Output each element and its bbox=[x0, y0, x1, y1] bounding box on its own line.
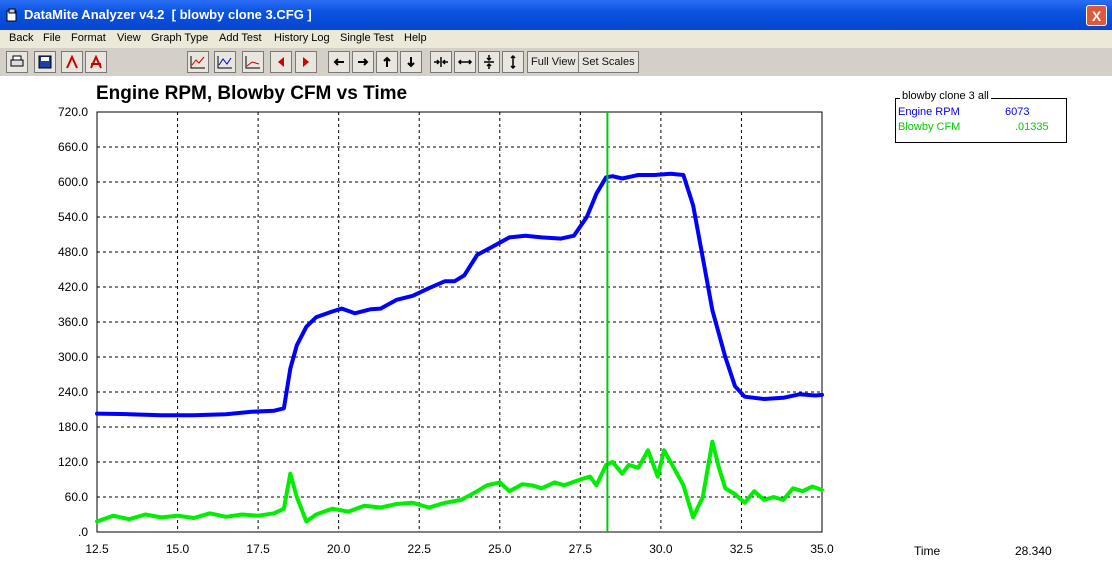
menu-graph-type[interactable]: Graph Type bbox=[151, 32, 209, 44]
legend-header: blowby clone 3 all bbox=[900, 90, 991, 102]
menu-single-test[interactable]: Single Test bbox=[340, 32, 394, 44]
menu-back[interactable]: Back bbox=[9, 32, 34, 44]
menu-view[interactable]: View bbox=[117, 32, 141, 44]
app-icon bbox=[6, 8, 17, 22]
compress-vertical-icon[interactable] bbox=[478, 51, 500, 73]
time-label: Time bbox=[914, 544, 941, 558]
arrow-right-icon[interactable] bbox=[352, 51, 374, 73]
scroll-right-icon[interactable] bbox=[295, 51, 317, 73]
legend-series-value: 6073 bbox=[1005, 106, 1030, 118]
menu-add-test[interactable]: Add Test bbox=[219, 32, 262, 44]
chart-title: Engine RPM, Blowby CFM vs Time bbox=[96, 83, 408, 104]
toolbar: Full View Set Scales bbox=[0, 48, 1112, 77]
menu-format[interactable]: Format bbox=[71, 32, 106, 44]
arrow-down-icon[interactable] bbox=[400, 51, 422, 73]
save-icon[interactable] bbox=[34, 51, 56, 73]
print-icon[interactable] bbox=[6, 51, 28, 73]
window-title: DataMite Analyzer v4.2 [ blowby clone 3.… bbox=[24, 7, 312, 22]
set-scales-button[interactable]: Set Scales bbox=[578, 51, 639, 73]
expand-vertical-icon[interactable] bbox=[502, 51, 524, 73]
menu-history-log[interactable]: History Log bbox=[274, 32, 330, 44]
legend-series-name: Blowby CFM bbox=[898, 121, 961, 133]
chart-zoom-icon[interactable] bbox=[187, 51, 209, 73]
cursor-red-alt-icon[interactable] bbox=[85, 51, 107, 73]
chart-line-icon[interactable] bbox=[242, 51, 264, 73]
cursor-red-icon[interactable] bbox=[61, 51, 83, 73]
title-bar: DataMite Analyzer v4.2 [ blowby clone 3.… bbox=[0, 0, 1112, 30]
graph-area bbox=[0, 77, 1112, 567]
compress-horizontal-icon[interactable] bbox=[430, 51, 452, 73]
chart-zoom-alt-icon[interactable] bbox=[214, 51, 236, 73]
menu-file[interactable]: File bbox=[43, 32, 61, 44]
arrow-left-icon[interactable] bbox=[328, 51, 350, 73]
expand-horizontal-icon[interactable] bbox=[454, 51, 476, 73]
arrow-up-icon[interactable] bbox=[376, 51, 398, 73]
full-view-button[interactable]: Full View bbox=[527, 51, 580, 73]
legend-series-value: .01335 bbox=[1015, 121, 1049, 133]
scroll-left-icon[interactable] bbox=[270, 51, 292, 73]
menu-bar: Back File Format View Graph Type Add Tes… bbox=[0, 30, 1112, 48]
menu-help[interactable]: Help bbox=[404, 32, 427, 44]
legend-series-name: Engine RPM bbox=[898, 106, 960, 118]
close-button[interactable]: X bbox=[1086, 5, 1107, 26]
time-value: 28.340 bbox=[1015, 544, 1052, 558]
